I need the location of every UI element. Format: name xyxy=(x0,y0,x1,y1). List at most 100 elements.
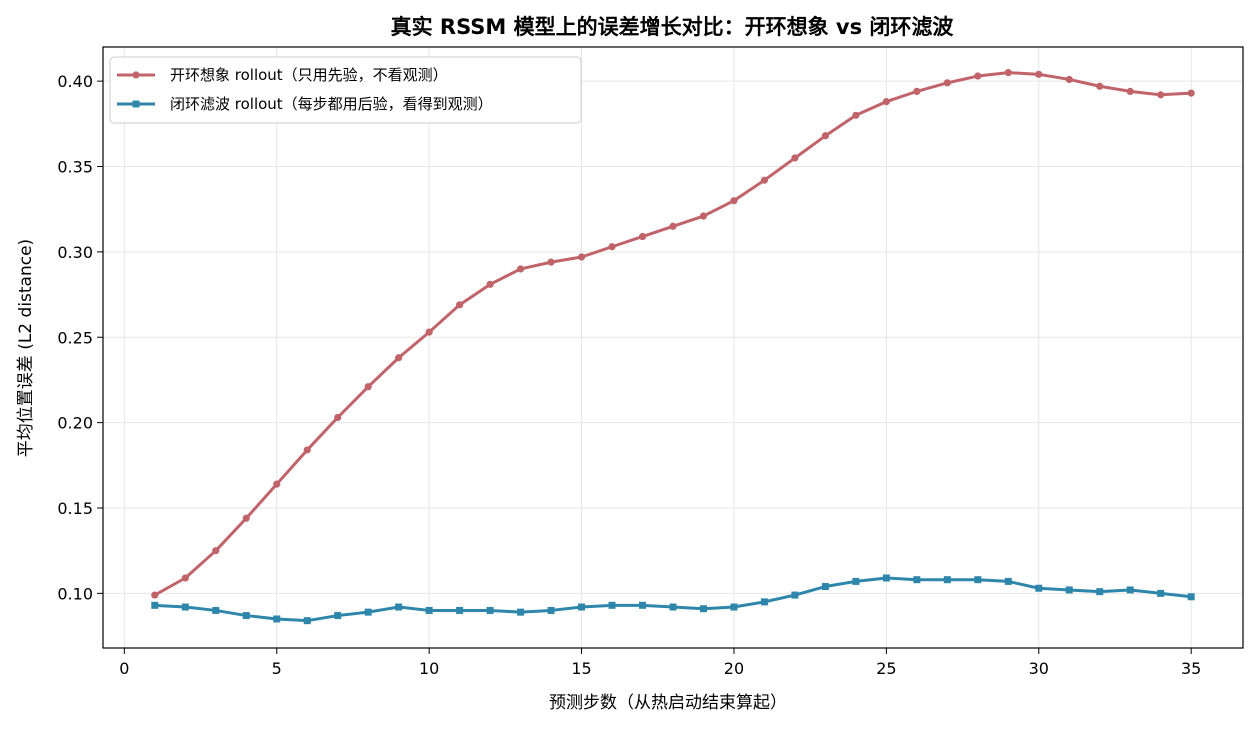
data-point xyxy=(1187,89,1195,97)
data-point xyxy=(516,265,525,273)
x-tick-label: 30 xyxy=(1029,659,1049,678)
y-tick-label: 0.30 xyxy=(57,243,93,262)
y-tick-label: 0.40 xyxy=(57,72,93,91)
x-tick-label: 20 xyxy=(724,659,744,678)
data-point xyxy=(273,615,281,623)
series-1 xyxy=(151,574,1195,625)
data-point xyxy=(1096,588,1104,596)
data-point xyxy=(852,111,860,119)
data-point xyxy=(181,574,189,582)
data-point xyxy=(608,601,616,609)
data-point xyxy=(1096,82,1104,90)
x-tick-label: 25 xyxy=(876,659,896,678)
data-point xyxy=(181,603,189,611)
data-point xyxy=(669,603,677,611)
data-point xyxy=(913,576,921,584)
ticks: 0 5 10 15 20 25 30 35 0.10 0.15 0.20 0.25 0.30 0.35 0.… xyxy=(57,72,1201,678)
legend-label-closed-loop: 闭环滤波 rollout（每步都用后验，看得到观测） xyxy=(170,95,493,113)
data-point xyxy=(425,606,433,614)
data-point xyxy=(699,212,708,220)
x-axis-label: 预测步数（从热启动结束算起） xyxy=(549,693,787,713)
data-point xyxy=(577,253,586,261)
plot-frame xyxy=(102,46,1244,649)
y-tick-label: 0.15 xyxy=(57,499,93,518)
y-axis-label: 平均位置误差 (L2 distance) xyxy=(16,239,36,457)
y-tick-label: 0.35 xyxy=(57,158,93,177)
data-point xyxy=(456,606,464,614)
data-point xyxy=(638,232,647,241)
x-tick-label: 10 xyxy=(419,659,439,678)
y-tick-label: 0.10 xyxy=(57,584,93,603)
data-point xyxy=(730,197,738,205)
data-point xyxy=(517,608,525,616)
data-point xyxy=(1126,586,1134,594)
data-point xyxy=(456,301,464,309)
grid xyxy=(103,47,1243,648)
data-point xyxy=(791,591,799,599)
data-point xyxy=(730,603,738,611)
data-point xyxy=(882,98,890,106)
data-point xyxy=(242,514,250,522)
data-point xyxy=(212,547,220,555)
legend-box xyxy=(109,56,582,124)
data-point xyxy=(242,612,250,620)
data-point xyxy=(852,577,860,585)
data-point xyxy=(1035,584,1043,592)
data-point xyxy=(974,72,982,80)
data-point xyxy=(791,154,799,162)
data-point xyxy=(974,576,982,584)
data-point xyxy=(1004,69,1012,77)
data-point xyxy=(639,601,647,609)
data-point xyxy=(1187,593,1195,601)
data-point xyxy=(151,591,159,599)
data-point xyxy=(334,612,342,620)
data-point xyxy=(1004,577,1012,585)
data-point xyxy=(212,606,220,614)
x-tick-label: 5 xyxy=(272,659,282,678)
data-point xyxy=(699,605,707,613)
data-point xyxy=(486,280,494,288)
data-point xyxy=(334,413,342,422)
legend-marker-closed-loop xyxy=(132,100,140,108)
series-line xyxy=(153,71,1193,597)
data-point xyxy=(1157,91,1165,99)
data-point xyxy=(364,608,372,616)
x-tick-label: 15 xyxy=(571,659,591,678)
x-tick-label: 35 xyxy=(1181,659,1201,678)
data-point xyxy=(395,603,403,611)
legend-label-open-loop: 开环想象 rollout（只用先验，不看观测） xyxy=(170,66,448,84)
data-point xyxy=(395,354,403,362)
data-point xyxy=(821,583,829,591)
series-layer xyxy=(151,69,1195,625)
data-point xyxy=(608,243,616,251)
series-line xyxy=(153,576,1193,623)
data-point xyxy=(547,606,555,614)
data-point xyxy=(303,446,311,454)
data-point xyxy=(151,601,159,609)
data-point xyxy=(578,603,586,611)
data-point xyxy=(1065,75,1073,84)
data-point xyxy=(882,574,890,582)
data-point xyxy=(1065,586,1073,594)
data-point xyxy=(943,576,951,584)
data-point xyxy=(943,79,951,87)
data-point xyxy=(760,598,768,606)
y-tick-label: 0.20 xyxy=(57,414,93,433)
data-point xyxy=(547,258,555,266)
legend-marker-open-loop xyxy=(132,71,140,79)
data-point xyxy=(364,383,372,391)
x-tick-label: 0 xyxy=(119,659,129,678)
y-tick-label: 0.25 xyxy=(57,328,93,347)
data-point xyxy=(913,87,921,95)
data-point xyxy=(1157,589,1165,597)
data-point xyxy=(486,606,494,614)
data-point xyxy=(425,328,433,336)
data-point xyxy=(760,176,769,184)
data-point xyxy=(1126,87,1134,95)
data-point xyxy=(821,132,830,140)
data-point xyxy=(303,617,311,625)
chart-title: 真实 RSSM 模型上的误差增长对比：开环想象 vs 闭环滤波 xyxy=(391,15,955,39)
legend: 开环想象 rollout（只用先验，不看观测） 闭环滤波 rollout（每步都… xyxy=(109,56,582,124)
